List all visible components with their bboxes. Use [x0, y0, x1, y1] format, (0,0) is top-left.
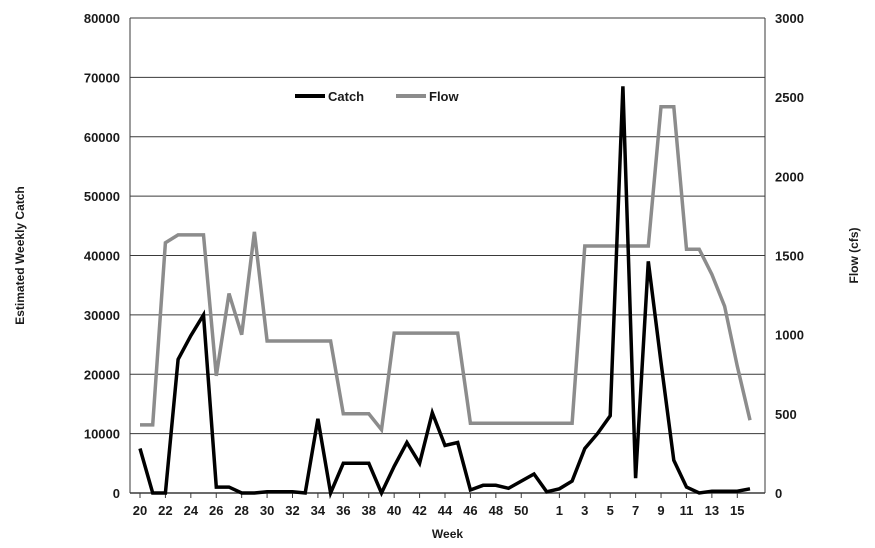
x-tick-label: 32 [285, 503, 299, 518]
y2-tick-label: 2000 [775, 169, 804, 184]
y2-tick-label: 3000 [775, 11, 804, 26]
series-lines [138, 86, 752, 500]
x-tick-label: 46 [463, 503, 477, 518]
y-tick-label: 20000 [84, 367, 120, 382]
y-tick-label: 40000 [84, 249, 120, 264]
x-tick-label: 7 [632, 503, 639, 518]
y2-axis-title: Flow (cfs) [847, 227, 861, 283]
x-tick-label: 28 [234, 503, 248, 518]
y2-tick-label: 2500 [775, 90, 804, 105]
x-tick-label: 20 [133, 503, 147, 518]
x-tick-label: 3 [581, 503, 588, 518]
x-axis-title: Week [432, 527, 463, 541]
x-tick-label: 5 [607, 503, 614, 518]
tick-labels: 0100002000030000400005000060000700008000… [84, 11, 804, 518]
x-tick-label: 48 [489, 503, 503, 518]
legend-label-flow: Flow [429, 89, 459, 104]
y-tick-label: 0 [113, 486, 120, 501]
series-line-catch [138, 86, 751, 500]
x-tick-label: 24 [184, 503, 199, 518]
x-tick-label: 42 [412, 503, 426, 518]
x-tick-label: 11 [680, 503, 694, 518]
axes [129, 17, 766, 498]
gridlines [130, 17, 765, 435]
y-axis-title: Estimated Weekly Catch [13, 186, 27, 325]
x-tick-label: 40 [387, 503, 401, 518]
x-tick-label: 1 [556, 503, 563, 518]
y2-tick-label: 1000 [775, 328, 804, 343]
x-tick-label: 44 [438, 503, 453, 518]
y-tick-label: 80000 [84, 11, 120, 26]
x-tick-label: 38 [362, 503, 376, 518]
y2-tick-label: 1500 [775, 249, 804, 264]
x-tick-label: 15 [730, 503, 744, 518]
y-tick-label: 70000 [84, 70, 120, 85]
y-tick-label: 30000 [84, 308, 120, 323]
x-tick-label: 34 [311, 503, 326, 518]
y-tick-label: 60000 [84, 130, 120, 145]
y-tick-label: 50000 [84, 189, 120, 204]
x-tick-label: 50 [514, 503, 528, 518]
x-tick-label: 13 [705, 503, 719, 518]
y2-tick-label: 0 [775, 486, 782, 501]
series-line-flow [140, 104, 752, 435]
x-tick-label: 36 [336, 503, 350, 518]
legend: Catch Flow [295, 89, 459, 104]
legend-label-catch: Catch [328, 89, 364, 104]
x-tick-label: 22 [158, 503, 172, 518]
x-tick-label: 26 [209, 503, 223, 518]
x-tick-label: 9 [657, 503, 664, 518]
y-tick-label: 10000 [84, 427, 120, 442]
x-tick-label: 30 [260, 503, 274, 518]
y2-tick-label: 500 [775, 407, 797, 422]
